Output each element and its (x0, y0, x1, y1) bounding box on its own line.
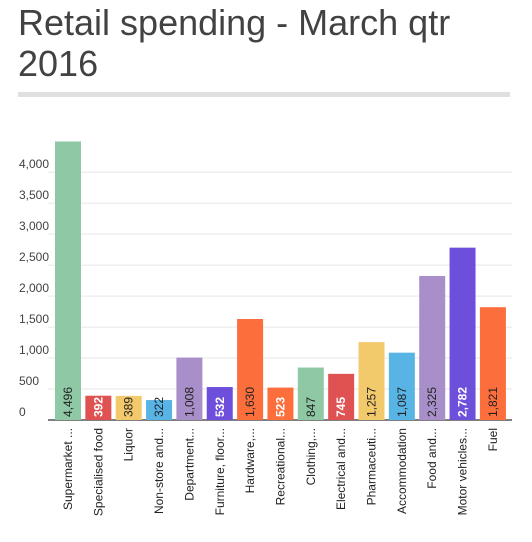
x-axis-labels: Supermarket ... Specialised food Liquor Non… (61, 428, 500, 516)
title-divider (18, 92, 510, 97)
data-label: 847 (304, 397, 318, 417)
bar[interactable] (55, 141, 81, 421)
category-label: Pharmaceuti... (365, 428, 379, 505)
y-tick-label: 500 (19, 374, 39, 388)
category-label: Accommodation (395, 428, 409, 514)
data-label: 2,325 (425, 387, 439, 417)
data-label: 1,630 (243, 387, 257, 417)
data-label: 4,496 (61, 387, 75, 417)
category-label: Recreational... (273, 428, 287, 505)
data-labels: 4,496 392 389 322 1,008 532 1,630 523 847 745 1,25… (61, 387, 500, 417)
category-label: Department... (182, 428, 196, 501)
bar[interactable] (176, 357, 203, 420)
data-label: 745 (334, 397, 348, 417)
bar[interactable] (479, 307, 506, 420)
data-label: 2,782 (456, 387, 470, 417)
data-label: 532 (213, 397, 227, 417)
category-label: Supermarket ... (61, 428, 75, 510)
bar[interactable] (449, 247, 476, 420)
category-label: Specialised food (91, 428, 105, 516)
data-label: 1,008 (182, 387, 196, 417)
y-tick-label: 2,500 (19, 250, 49, 264)
bar[interactable] (267, 387, 294, 420)
bar[interactable] (328, 373, 355, 420)
category-label: Hardware,... (243, 428, 257, 493)
data-label: 1,257 (365, 387, 379, 417)
category-label: Fuel (486, 428, 500, 451)
bar[interactable] (237, 319, 264, 420)
data-label: 392 (91, 397, 105, 417)
y-tick-label: 2,000 (19, 281, 49, 295)
category-label: Furniture, floor... (213, 428, 227, 515)
y-tick-label: 0 (19, 405, 26, 419)
bar[interactable] (115, 395, 142, 420)
y-tick-label: 1,000 (19, 343, 49, 357)
category-label: Electrical and... (334, 428, 348, 510)
y-tick-label: 4,000 (19, 157, 49, 171)
data-label: 523 (273, 397, 287, 417)
bar[interactable] (297, 367, 324, 420)
bar[interactable] (85, 395, 112, 420)
y-tick-label: 3,500 (19, 188, 49, 202)
bar[interactable] (146, 400, 173, 420)
category-label: Non-store and... (152, 428, 166, 514)
data-label: 322 (152, 397, 166, 417)
category-label: Motor vehicles... (456, 428, 470, 515)
y-tick-label: 1,500 (19, 312, 49, 326)
category-label: Clothing,... (304, 428, 318, 485)
bar[interactable] (358, 342, 385, 420)
bar[interactable] (388, 352, 415, 420)
y-tick-label: 3,000 (19, 219, 49, 233)
data-label: 1,821 (486, 387, 500, 417)
bar[interactable] (206, 387, 233, 420)
chart-title: Retail spending - March qtr 2016 (18, 2, 451, 84)
data-label: 389 (122, 397, 136, 417)
y-axis-ticks: 0 500 1,000 1,500 2,000 2,500 3,000 3,500 4,000 (19, 157, 49, 419)
category-label: Food and... (425, 428, 439, 489)
category-label: Liquor (122, 428, 136, 461)
bars (55, 141, 506, 421)
data-label: 1,087 (395, 387, 409, 417)
bar[interactable] (419, 275, 446, 420)
